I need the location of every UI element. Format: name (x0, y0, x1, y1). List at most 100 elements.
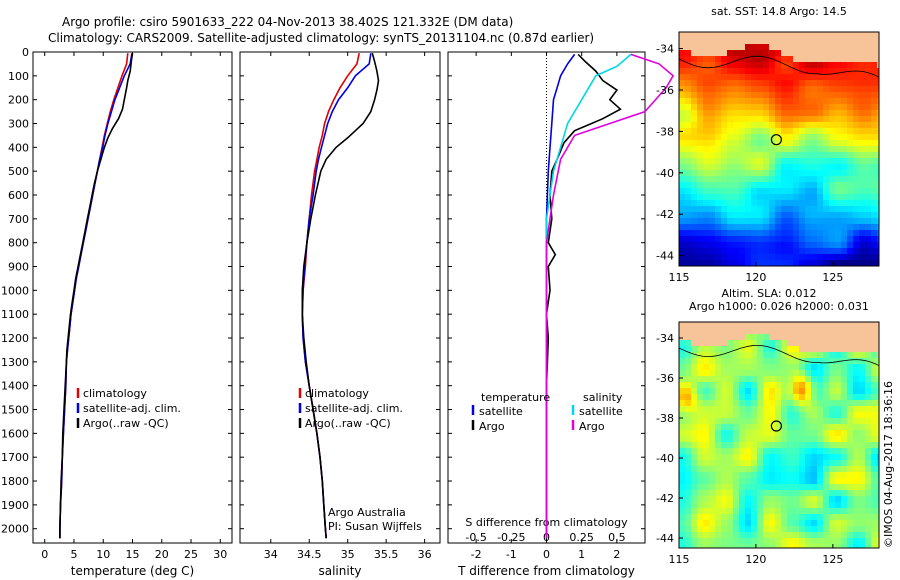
map-cell (793, 236, 799, 242)
map-cell (775, 98, 781, 104)
map-cell (817, 56, 823, 62)
map-cell (703, 454, 709, 460)
map-cell (751, 134, 757, 140)
map-cell (823, 134, 829, 140)
map-cell (811, 38, 817, 44)
map-cell (841, 394, 847, 400)
map-cell (829, 430, 835, 436)
map-cell (733, 56, 739, 62)
map-y-tick-label: -34 (656, 332, 674, 345)
map-cell (745, 260, 751, 266)
map-cell (691, 460, 697, 466)
map-cell (799, 152, 805, 158)
map-cell (739, 454, 745, 460)
map-cell (709, 206, 715, 212)
map-cell (769, 544, 775, 548)
map-cell (841, 98, 847, 104)
map-cell (697, 520, 703, 526)
map-cell (715, 230, 721, 236)
map-cell (697, 176, 703, 182)
map-cell (769, 322, 775, 328)
map-cell (805, 38, 811, 44)
map-cell (679, 260, 685, 266)
map-cell (721, 50, 727, 56)
map-cell (715, 496, 721, 502)
map-cell (721, 352, 727, 358)
map-cell (793, 406, 799, 412)
map-cell (691, 110, 697, 116)
map-cell (703, 328, 709, 334)
map-cell (733, 182, 739, 188)
map-cell (691, 454, 697, 460)
map-cell (721, 176, 727, 182)
map-cell (775, 376, 781, 382)
map-cell (787, 140, 793, 146)
map-cell (841, 116, 847, 122)
map-cell (865, 92, 871, 98)
map-cell (817, 520, 823, 526)
map-cell (847, 484, 853, 490)
map-cell (775, 370, 781, 376)
map-cell (865, 334, 871, 340)
map-cell (877, 38, 879, 44)
map-cell (721, 526, 727, 532)
map-cell (679, 448, 685, 454)
map-cell (697, 376, 703, 382)
map-cell (679, 358, 685, 364)
map-cell (817, 50, 823, 56)
map-cell (817, 454, 823, 460)
map-cell (679, 376, 685, 382)
map-cell (709, 122, 715, 128)
map-cell (799, 206, 805, 212)
map-cell (703, 152, 709, 158)
map-cell (865, 224, 871, 230)
map-x-tick-label: 120 (745, 553, 766, 566)
map-cell (751, 364, 757, 370)
map-cell (715, 412, 721, 418)
map-cell (805, 322, 811, 328)
map-cell (847, 532, 853, 538)
map-cell (757, 200, 763, 206)
map-cell (697, 514, 703, 520)
map-cell (697, 334, 703, 340)
map-cell (877, 358, 879, 364)
map-cell (685, 460, 691, 466)
map-cell (727, 164, 733, 170)
map-cell (805, 352, 811, 358)
map-cell (859, 248, 865, 254)
map-cell (757, 472, 763, 478)
map-cell (709, 544, 715, 548)
map-cell (823, 418, 829, 424)
map-cell (853, 86, 859, 92)
map-cell (823, 140, 829, 146)
map-cell (775, 502, 781, 508)
map-cell (739, 242, 745, 248)
map-cell (727, 430, 733, 436)
map-cell (865, 496, 871, 502)
map-cell (739, 116, 745, 122)
map-cell (679, 472, 685, 478)
map-cell (853, 460, 859, 466)
map-cell (853, 74, 859, 80)
map-cell (745, 158, 751, 164)
map-cell (703, 322, 709, 328)
map-cell (733, 340, 739, 346)
map-cell (709, 164, 715, 170)
map-cell (697, 430, 703, 436)
map-cell (853, 164, 859, 170)
map-cell (757, 340, 763, 346)
map-cell (733, 104, 739, 110)
map-cell (703, 520, 709, 526)
map-cell (679, 544, 685, 548)
map-cell (745, 508, 751, 514)
map-cell (847, 98, 853, 104)
map-cell (847, 206, 853, 212)
map-cell (781, 418, 787, 424)
map-cell (799, 334, 805, 340)
map-cell (841, 140, 847, 146)
map-cell (871, 322, 877, 328)
map-cell (865, 388, 871, 394)
map-cell (811, 68, 817, 74)
map-cell (769, 68, 775, 74)
map-cell (853, 544, 859, 548)
